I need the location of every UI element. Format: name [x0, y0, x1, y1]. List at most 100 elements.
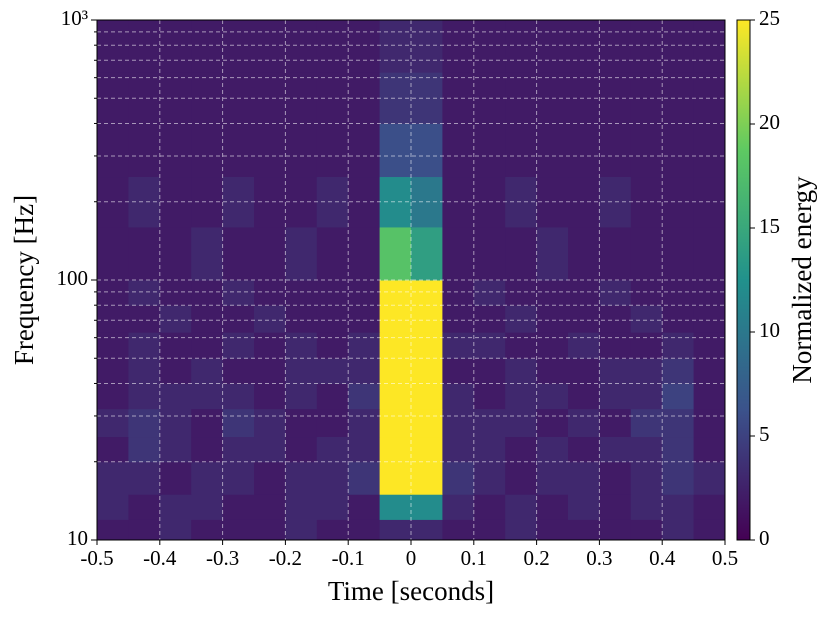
heatmap-cell [662, 280, 695, 306]
y-tick-label: 100 [57, 266, 89, 290]
heatmap-cell [505, 332, 538, 359]
heatmap-cell [536, 383, 569, 410]
heatmap-cell [693, 436, 726, 463]
heatmap-cell [568, 436, 600, 463]
heatmap-cell [411, 383, 443, 410]
heatmap-cell [599, 332, 632, 359]
colorbar [736, 19, 751, 541]
heatmap-cell [285, 494, 318, 520]
heatmap-cell [222, 408, 255, 438]
heatmap-cell [662, 332, 695, 359]
heatmap-cell [473, 519, 506, 541]
heatmap-cell [442, 519, 475, 541]
heatmap-cell [316, 305, 349, 333]
heatmap-cell [316, 123, 349, 178]
heatmap-cell [536, 461, 569, 495]
heatmap-cell [97, 383, 129, 410]
heatmap-cell [442, 358, 475, 384]
heatmap-cell [442, 383, 475, 410]
colorbar-tick-label: 20 [759, 110, 780, 134]
heatmap-cell [505, 280, 538, 306]
x-axis-title: Time [seconds] [328, 576, 494, 606]
heatmap-cell [379, 519, 412, 541]
heatmap-cell [379, 408, 412, 438]
heatmap-cell [379, 226, 412, 281]
heatmap-cell [662, 358, 695, 384]
heatmap-cell [97, 519, 129, 541]
heatmap-cell [316, 436, 349, 463]
heatmap-cell [316, 280, 349, 306]
heatmap-cell [536, 494, 569, 520]
heatmap-cell [505, 383, 538, 410]
heatmap-cell [191, 20, 224, 73]
heatmap-cell [348, 494, 381, 520]
heatmap-cell [191, 123, 224, 178]
heatmap-cell [442, 436, 475, 463]
heatmap-cell [316, 408, 349, 438]
heatmap-cell [379, 494, 412, 520]
heatmap-cell [222, 519, 255, 541]
heatmap-cell [662, 461, 695, 495]
heatmap-cell [505, 408, 538, 438]
heatmap-cell [473, 408, 506, 438]
heatmap-cell [568, 408, 600, 438]
plot-frame [96, 19, 726, 541]
heatmap-cell [316, 519, 349, 541]
heatmap-cell [316, 226, 349, 281]
heatmap-cell [191, 408, 224, 438]
heatmap-cell [159, 519, 192, 541]
heatmap-cell [411, 408, 443, 438]
heatmap-cell [128, 358, 161, 384]
heatmap-cell [128, 494, 161, 520]
heatmap-cell [662, 383, 695, 410]
heatmap-cell [97, 20, 129, 73]
heatmap-cell [316, 461, 349, 495]
heatmap-cell [97, 358, 129, 384]
heatmap-cell [285, 332, 318, 359]
heatmap-cell [159, 494, 192, 520]
heatmap-cell [599, 226, 632, 281]
x-tick-label: 0 [406, 546, 417, 570]
heatmap-cell [348, 519, 381, 541]
heatmap-cell [128, 20, 161, 73]
heatmap-cell [599, 436, 632, 463]
heatmap-cell [568, 519, 600, 541]
heatmap-cell [568, 461, 600, 495]
heatmap-cell [693, 519, 726, 541]
heatmap-cell [285, 436, 318, 463]
heatmap-cell [128, 280, 161, 306]
heatmap-cell [128, 305, 161, 333]
heatmap-cell [348, 358, 381, 384]
heatmap-cell [128, 461, 161, 495]
heatmap-cell [693, 408, 726, 438]
heatmap-cell [191, 280, 224, 306]
heatmap-cell [568, 280, 600, 306]
heatmap-cell [473, 494, 506, 520]
heatmap-cell [348, 226, 381, 281]
heatmap-cell [222, 305, 255, 333]
heatmap-cell [473, 305, 506, 333]
heatmap-cell [128, 123, 161, 178]
heatmap-cell [473, 461, 506, 495]
heatmap-cell [411, 494, 443, 520]
heatmap-cell [536, 20, 569, 73]
heatmap-cell [505, 519, 538, 541]
heatmap-cell [348, 305, 381, 333]
x-tick-label: -0.2 [269, 546, 302, 570]
heatmap-cell [662, 436, 695, 463]
heatmap-cell [473, 280, 506, 306]
heatmap-cell [159, 123, 192, 178]
heatmap-cell [693, 123, 726, 178]
heatmap-cell [568, 332, 600, 359]
heatmap-cell [254, 20, 286, 73]
heatmap-cell [599, 358, 632, 384]
heatmap-cell [411, 226, 443, 281]
x-tick-label: 0.3 [586, 546, 612, 570]
heatmap-cell [379, 305, 412, 333]
x-tick-label: -0.4 [143, 546, 177, 570]
heatmap-cell [379, 461, 412, 495]
x-tick-label: 0.1 [461, 546, 487, 570]
heatmap-cell [693, 280, 726, 306]
heatmap-cell [222, 123, 255, 178]
